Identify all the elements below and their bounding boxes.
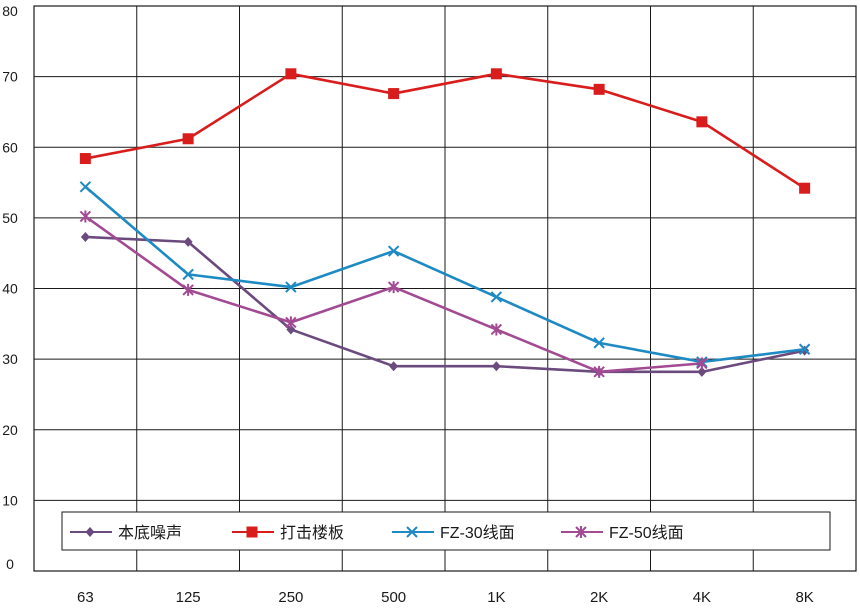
y-tick-label: 20 bbox=[2, 422, 18, 438]
x-tick-label: 500 bbox=[381, 589, 406, 606]
legend-label: 本底噪声 bbox=[118, 524, 182, 542]
x-axis-ticks: 63 125 250 500 1K 2K 4K 8K bbox=[77, 589, 814, 606]
data-point bbox=[80, 231, 90, 242]
x-tick-label: 125 bbox=[176, 589, 201, 606]
data-point bbox=[285, 68, 297, 80]
data-point bbox=[697, 366, 707, 377]
data-point bbox=[79, 210, 92, 223]
data-point bbox=[388, 88, 400, 100]
x-tick-label: 1K bbox=[487, 589, 505, 606]
series-line bbox=[84, 185, 805, 364]
y-tick-label: 60 bbox=[2, 139, 18, 155]
data-point bbox=[490, 291, 503, 303]
series-line bbox=[85, 235, 805, 374]
x-tick-label: 63 bbox=[77, 589, 94, 606]
y-axis-ticks: 0 10 20 30 40 50 60 70 80 bbox=[2, 3, 18, 572]
grid-layer bbox=[33, 5, 857, 572]
legend-item: 打击楼板 bbox=[232, 524, 344, 542]
x-tick-label: 4K bbox=[693, 589, 711, 606]
x-tick-label: 250 bbox=[278, 589, 303, 606]
data-point bbox=[406, 526, 418, 538]
data-point bbox=[85, 527, 95, 537]
y-tick-label: 50 bbox=[2, 210, 18, 226]
data-point bbox=[593, 83, 605, 95]
legend-box bbox=[61, 511, 831, 551]
data-point bbox=[285, 316, 297, 329]
data-point bbox=[183, 236, 193, 247]
y-tick-label: 40 bbox=[2, 281, 18, 297]
y-tick-label: 0 bbox=[6, 556, 14, 572]
legend-label: FZ-30线面 bbox=[440, 524, 515, 542]
data-point bbox=[182, 283, 194, 296]
series-4 bbox=[79, 210, 708, 378]
series-line bbox=[84, 215, 702, 374]
data-point bbox=[593, 365, 605, 378]
x-tick-label: 2K bbox=[590, 589, 608, 606]
data-point bbox=[389, 361, 399, 372]
data-point bbox=[798, 343, 811, 355]
legend: 本底噪声 打击楼板 FZ-30线面 FZ-50线面 bbox=[61, 511, 831, 551]
data-point bbox=[696, 116, 708, 128]
y-tick-label: 80 bbox=[2, 3, 18, 19]
legend-label: FZ-50线面 bbox=[609, 524, 684, 542]
series-line bbox=[85, 72, 806, 190]
series-layer bbox=[79, 68, 811, 378]
data-point bbox=[491, 361, 501, 372]
y-tick-label: 10 bbox=[2, 492, 18, 508]
data-point bbox=[182, 133, 194, 145]
data-point bbox=[593, 337, 605, 349]
y-tick-label: 70 bbox=[2, 69, 18, 85]
legend-item: FZ-50线面 bbox=[561, 524, 684, 542]
data-point bbox=[79, 153, 91, 165]
legend-item: FZ-30线面 bbox=[392, 524, 515, 542]
data-point bbox=[799, 182, 811, 194]
data-point bbox=[575, 526, 587, 538]
y-tick-label: 30 bbox=[2, 351, 18, 367]
data-point bbox=[490, 68, 502, 80]
data-point bbox=[387, 281, 400, 294]
legend-label: 打击楼板 bbox=[280, 524, 344, 542]
data-point bbox=[490, 323, 503, 336]
data-point bbox=[182, 268, 194, 281]
x-tick-label: 8K bbox=[795, 589, 813, 606]
legend-item: 本底噪声 bbox=[70, 524, 182, 542]
data-point bbox=[286, 324, 296, 335]
series-2 bbox=[79, 68, 811, 194]
data-point bbox=[387, 245, 400, 257]
data-point bbox=[79, 181, 92, 193]
data-point bbox=[246, 526, 258, 538]
data-point bbox=[696, 357, 708, 370]
data-point bbox=[285, 281, 297, 293]
